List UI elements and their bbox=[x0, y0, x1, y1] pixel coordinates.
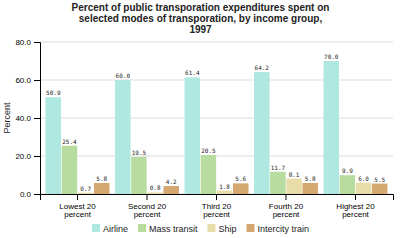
data-label: 20.5 bbox=[201, 147, 216, 154]
data-label: 5.6 bbox=[235, 175, 246, 182]
x-tick-mark bbox=[147, 194, 148, 200]
y-tick-mark bbox=[34, 194, 40, 195]
data-label: 0.7 bbox=[80, 185, 91, 192]
legend-item: Intercity train bbox=[247, 224, 310, 234]
data-label: 4.2 bbox=[166, 178, 177, 185]
bar bbox=[62, 146, 77, 194]
x-axis: Lowest 20percent Second 20percent Third 20… bbox=[41, 194, 394, 219]
data-label: 5.8 bbox=[96, 175, 107, 182]
y-tick-label: 20.0 bbox=[15, 152, 31, 161]
data-label: 19.5 bbox=[132, 149, 147, 156]
data-label: 9.9 bbox=[342, 167, 353, 174]
y-tick-label: 0.0 bbox=[20, 190, 32, 199]
bar bbox=[233, 183, 248, 194]
legend-item: Airline bbox=[92, 224, 128, 234]
data-labels: 50.9 60.0 61.4 64.2 70.0 25.4 19.5 20.5 11.7 9.9 0… bbox=[46, 53, 385, 192]
title: Percent of public transporation expendit… bbox=[72, 2, 330, 35]
bars bbox=[46, 61, 388, 194]
x-tick-label: Lowest 20percent bbox=[59, 202, 96, 220]
grid-line bbox=[40, 156, 393, 157]
y-axis-title: Percent bbox=[2, 102, 12, 134]
x-tick-label: Third 20percent bbox=[202, 202, 232, 220]
y-axis: 0.0 20.0 40.0 60.0 80.0 bbox=[15, 38, 40, 199]
x-tick: Fourth 20percent bbox=[269, 194, 304, 219]
data-label: 1.8 bbox=[219, 183, 230, 190]
bar bbox=[372, 184, 387, 194]
data-label: 64.2 bbox=[255, 64, 270, 71]
bar bbox=[185, 77, 200, 194]
chart: Percent of public transporation expendit… bbox=[0, 0, 401, 238]
y-tick: 60.0 bbox=[15, 76, 40, 85]
x-tick: Lowest 20percent bbox=[59, 194, 96, 219]
data-label: 50.9 bbox=[46, 89, 61, 96]
grid-line bbox=[40, 42, 393, 43]
grid bbox=[40, 42, 393, 194]
legend: Airline Mass transit Ship Intercity train bbox=[92, 224, 309, 234]
bar bbox=[302, 183, 317, 194]
data-label: 25.4 bbox=[62, 138, 77, 145]
grid-line bbox=[40, 118, 393, 119]
y-tick-mark bbox=[34, 156, 40, 157]
y-tick: 20.0 bbox=[15, 152, 40, 161]
legend-item: Mass transit bbox=[138, 224, 198, 234]
y-tick: 80.0 bbox=[15, 38, 40, 47]
bar bbox=[217, 191, 232, 194]
legend-swatch bbox=[247, 224, 255, 232]
bar bbox=[340, 175, 355, 194]
x-tick: Third 20percent bbox=[202, 194, 232, 219]
plot: 0.0 20.0 40.0 60.0 80.0 Lowest 20percent Secon… bbox=[15, 38, 393, 219]
x-tick-label: Highest 20percent bbox=[336, 202, 375, 220]
bar bbox=[115, 80, 130, 194]
x-axis-line bbox=[41, 195, 394, 201]
y-tick-label: 60.0 bbox=[15, 76, 31, 85]
y-tick-label: 40.0 bbox=[15, 114, 31, 123]
y-tick-mark bbox=[34, 42, 40, 43]
data-label: 11.7 bbox=[271, 164, 286, 171]
data-label: 8.1 bbox=[289, 171, 300, 178]
bar bbox=[78, 193, 93, 194]
data-label: 5.8 bbox=[305, 175, 316, 182]
data-label: 70.0 bbox=[324, 53, 339, 60]
bar bbox=[356, 183, 371, 194]
data-label: 6.0 bbox=[358, 175, 369, 182]
x-tick: Highest 20percent bbox=[336, 194, 375, 219]
legend-swatch bbox=[207, 224, 215, 232]
bar bbox=[94, 183, 109, 194]
legend-label: Airline bbox=[103, 224, 128, 234]
bar bbox=[324, 61, 339, 194]
bar bbox=[270, 172, 285, 194]
x-tick: Second 20percent bbox=[128, 194, 167, 219]
y-axis-line bbox=[34, 43, 41, 195]
bar bbox=[201, 155, 216, 194]
data-label: 61.4 bbox=[185, 69, 200, 76]
x-tick-label: Fourth 20percent bbox=[269, 202, 304, 220]
legend-swatch bbox=[92, 224, 100, 232]
y-tick: 0.0 bbox=[20, 190, 40, 199]
bar bbox=[254, 72, 269, 194]
y-tick-label: 80.0 bbox=[15, 38, 31, 47]
x-tick-mark bbox=[285, 194, 286, 200]
data-label: 60.0 bbox=[116, 72, 131, 79]
x-tick-mark bbox=[355, 194, 356, 200]
bar bbox=[131, 157, 146, 194]
legend-label: Ship bbox=[218, 224, 236, 234]
legend-swatch bbox=[138, 224, 146, 232]
y-tick-mark bbox=[34, 80, 40, 81]
y-tick-mark bbox=[34, 118, 40, 119]
x-tick-mark bbox=[216, 194, 217, 200]
x-tick-label: Second 20percent bbox=[128, 202, 167, 220]
legend-item: Ship bbox=[207, 224, 236, 234]
bar bbox=[147, 192, 162, 194]
data-label: 5.5 bbox=[374, 176, 385, 183]
y-tick: 40.0 bbox=[15, 114, 40, 123]
data-label: 0.8 bbox=[150, 184, 161, 191]
legend-label: Mass transit bbox=[149, 224, 198, 234]
grid-line bbox=[40, 80, 393, 81]
x-tick-mark bbox=[77, 194, 78, 200]
bar bbox=[46, 97, 61, 194]
bar bbox=[163, 186, 178, 194]
bar bbox=[286, 179, 301, 194]
legend-label: Intercity train bbox=[258, 224, 310, 234]
